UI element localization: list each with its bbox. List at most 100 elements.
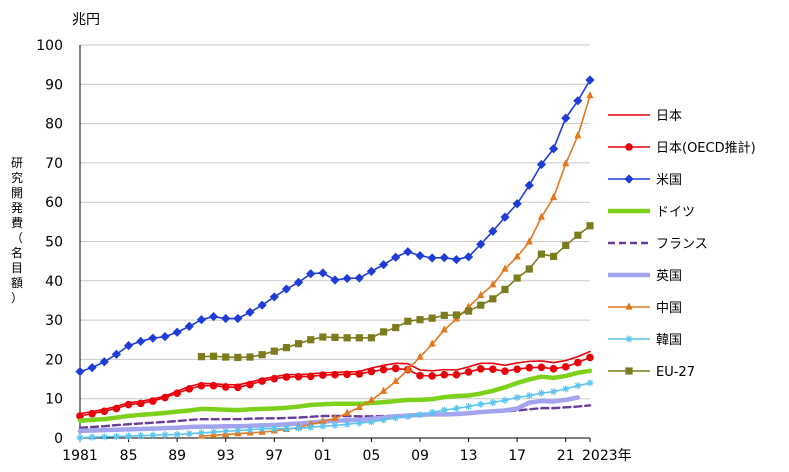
- legend-label: 英国: [656, 269, 682, 284]
- data-point: [222, 353, 230, 361]
- data-point: [209, 381, 218, 390]
- data-point: [379, 328, 388, 336]
- data-point: [489, 280, 497, 288]
- data-point: [586, 91, 594, 99]
- data-point: [549, 252, 558, 261]
- data-point: [416, 411, 424, 419]
- legend-label: 米国: [656, 173, 682, 188]
- data-point: [428, 372, 436, 380]
- data-point: [513, 393, 521, 402]
- data-point: [586, 222, 594, 230]
- data-point: [319, 371, 327, 379]
- data-point: [234, 353, 242, 362]
- data-point: [549, 365, 558, 373]
- data-point: [318, 268, 328, 278]
- data-point: [269, 292, 279, 302]
- data-point: [99, 357, 109, 367]
- legend-item: 日本(OECD推計): [608, 140, 756, 156]
- data-point: [513, 274, 521, 282]
- x-tick-label: 21: [557, 448, 575, 464]
- data-point: [319, 333, 327, 341]
- x-tick-label: 01: [314, 448, 332, 464]
- x-tick-label: 2023年: [582, 448, 632, 464]
- data-point: [307, 336, 315, 344]
- x-tick-label: 97: [265, 448, 283, 464]
- data-point: [574, 382, 582, 390]
- data-point: [331, 370, 339, 379]
- data-point: [379, 365, 388, 374]
- data-point: [197, 353, 206, 361]
- data-point: [367, 334, 376, 342]
- data-point: [416, 352, 424, 360]
- data-point: [343, 408, 351, 416]
- data-point: [294, 424, 303, 432]
- data-point: [574, 131, 582, 139]
- data-point: [440, 406, 448, 414]
- data-point: [343, 334, 351, 342]
- x-tick-label: 13: [460, 448, 478, 464]
- data-point: [416, 371, 424, 380]
- data-point: [537, 250, 546, 258]
- data-point: [112, 404, 121, 413]
- data-point: [88, 433, 96, 441]
- y-axis-label: 研究開発費（名目額）: [11, 156, 23, 305]
- data-point: [379, 416, 388, 424]
- legend-label: 韓国: [656, 333, 682, 348]
- data-point: [221, 313, 231, 324]
- series-8: [76, 379, 594, 442]
- x-tick-label: 89: [168, 448, 186, 464]
- data-point: [391, 364, 400, 373]
- data-point: [625, 335, 633, 343]
- data-point: [76, 434, 84, 442]
- data-point: [586, 353, 594, 362]
- data-point: [354, 273, 364, 283]
- data-point: [281, 284, 292, 294]
- legend-item: EU-27: [608, 365, 695, 380]
- y-tick-label: 90: [45, 77, 63, 93]
- data-point: [549, 388, 558, 396]
- data-point: [282, 344, 291, 352]
- data-point: [428, 339, 436, 347]
- data-point: [222, 427, 230, 435]
- y-axis-label-char: 開: [11, 186, 23, 200]
- data-point: [343, 420, 351, 428]
- data-point: [501, 285, 509, 294]
- data-point: [625, 302, 633, 310]
- data-point: [403, 247, 413, 257]
- data-point: [355, 334, 363, 342]
- data-point: [148, 333, 158, 343]
- y-axis-label-char: 名: [11, 245, 23, 260]
- data-point: [173, 389, 181, 397]
- data-point: [124, 400, 133, 409]
- y-tick-label: 20: [45, 352, 63, 368]
- data-point: [366, 266, 377, 276]
- y-tick-label: 40: [45, 274, 63, 290]
- data-point: [367, 418, 376, 426]
- data-point: [537, 363, 546, 372]
- series-line: [77, 395, 581, 434]
- data-point: [501, 367, 509, 375]
- legend-label: フランス: [656, 237, 708, 252]
- data-point: [185, 385, 194, 393]
- data-point: [525, 391, 533, 400]
- series-9: [197, 222, 594, 362]
- data-point: [258, 425, 266, 433]
- data-point: [209, 428, 218, 436]
- data-point: [561, 363, 570, 371]
- y-tick-label: 0: [54, 431, 63, 447]
- data-point: [416, 316, 424, 324]
- data-point: [404, 412, 412, 420]
- data-point: [306, 269, 316, 279]
- data-point: [306, 372, 315, 381]
- data-point: [464, 368, 473, 376]
- data-point: [548, 144, 559, 154]
- y-tick-label: 100: [36, 38, 63, 54]
- data-point: [549, 192, 558, 201]
- legend-item: 韓国: [608, 333, 682, 348]
- data-point: [331, 421, 339, 430]
- data-point: [161, 393, 169, 402]
- data-point: [123, 341, 134, 351]
- data-point: [574, 358, 582, 367]
- x-tick-label: 05: [363, 448, 381, 464]
- data-point: [270, 424, 278, 433]
